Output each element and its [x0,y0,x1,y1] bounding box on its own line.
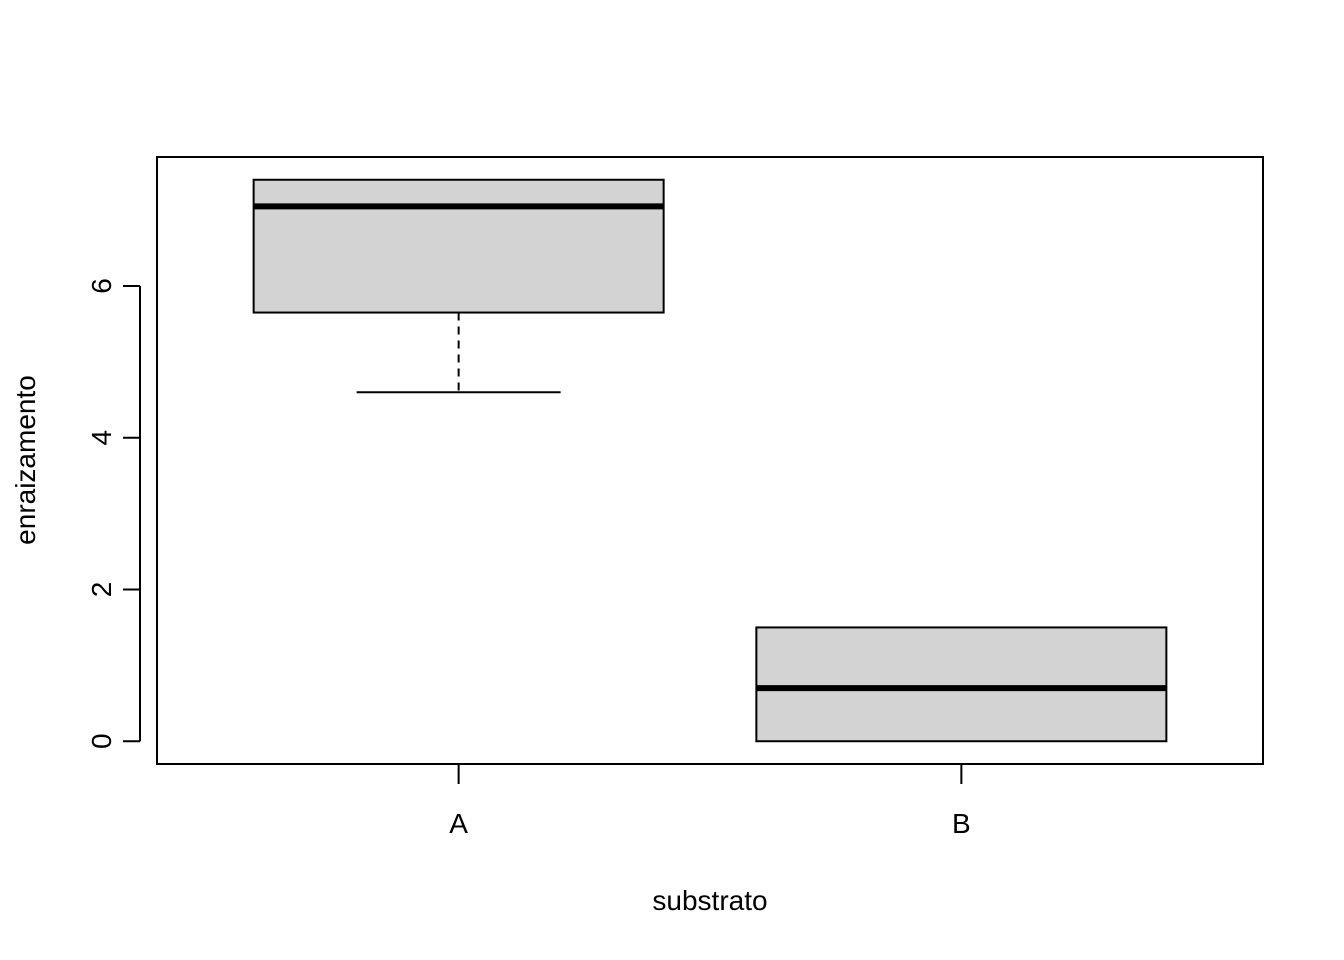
y-tick-label: 2 [86,582,117,598]
y-axis: 0 2 4 6 [86,278,141,749]
y-tick-label: 6 [86,278,117,294]
chart-marks [252,178,1168,743]
box-iqr [755,626,1168,743]
box-iqr [252,178,665,314]
x-tick-label: A [449,808,468,839]
box-group [252,178,665,394]
y-tick-label: 4 [86,430,117,446]
x-axis-label: substrato [652,885,767,916]
y-tick-label: 0 [86,733,117,749]
x-tick-label: B [952,808,971,839]
y-axis-label: enraizamento [10,375,41,545]
box-group [755,626,1168,743]
